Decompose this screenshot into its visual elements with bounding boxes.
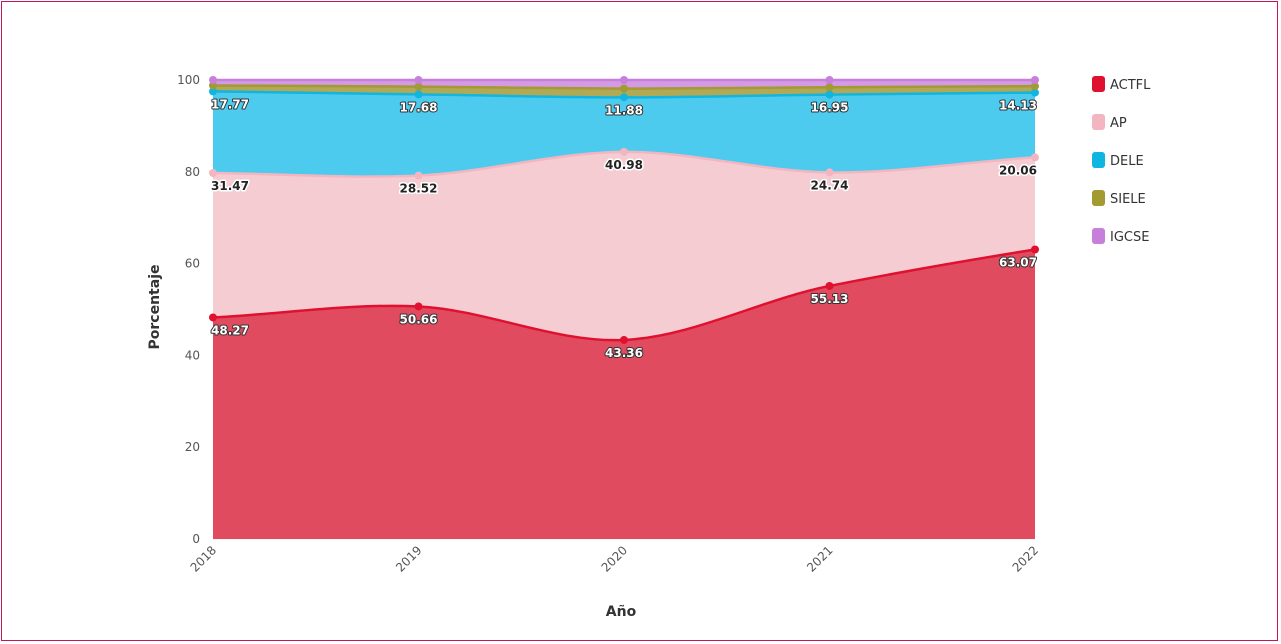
- data-label-ap: 28.52: [400, 182, 438, 196]
- legend-item-siele: SIELE: [1092, 190, 1146, 207]
- data-labels: 48.27 50.66 43.36 55.13 63.07 31.47 28.52 40.98…: [210, 96, 1039, 361]
- data-label-dele: 11.88: [605, 103, 643, 117]
- y-tick-label: 100: [177, 73, 200, 87]
- legend-item-igcse: IGCSE: [1092, 228, 1149, 245]
- point-ap: [825, 168, 834, 177]
- x-tick-label: 2021: [804, 543, 835, 574]
- data-label-ap: 24.74: [811, 178, 849, 192]
- legend-label: IGCSE: [1110, 230, 1149, 245]
- x-tick-label: 2022: [1010, 543, 1041, 574]
- data-label-actfl: 48.27: [211, 323, 249, 337]
- point-actfl: [825, 281, 834, 290]
- point-siele: [414, 82, 423, 91]
- point-igcse: [209, 76, 217, 84]
- y-axis-ticks: 0 20 40 60 80 100: [177, 73, 200, 546]
- point-dele: [414, 90, 423, 99]
- y-tick-label: 0: [192, 532, 200, 546]
- data-label-actfl: 50.66: [400, 312, 438, 326]
- series-areas: [213, 80, 1035, 539]
- legend-item-dele: DELE: [1092, 152, 1144, 169]
- data-label-dele: 17.77: [211, 97, 249, 111]
- data-label-dele: 17.68: [400, 100, 438, 114]
- legend-swatch: [1092, 190, 1105, 206]
- point-siele: [620, 84, 628, 93]
- legend-swatch: [1092, 228, 1105, 244]
- area-ap: [213, 151, 1035, 341]
- point-siele: [1031, 82, 1039, 91]
- point-dele: [1031, 88, 1039, 97]
- x-tick-label: 2018: [188, 543, 219, 574]
- point-igcse: [1031, 76, 1039, 84]
- point-dele: [209, 87, 217, 96]
- point-igcse: [825, 76, 834, 84]
- point-igcse: [414, 76, 423, 84]
- data-label-actfl: 63.07: [999, 256, 1037, 270]
- y-tick-label: 60: [185, 257, 200, 271]
- legend-item-actfl: ACTFL: [1092, 76, 1151, 93]
- point-actfl: [1031, 245, 1039, 254]
- data-label-actfl: 43.36: [605, 346, 643, 360]
- legend-swatch: [1092, 76, 1105, 92]
- legend-item-ap: AP: [1092, 114, 1127, 131]
- point-ap: [209, 168, 217, 177]
- legend-swatch: [1092, 114, 1105, 130]
- y-tick-label: 40: [185, 348, 200, 362]
- legend-label: ACTFL: [1110, 78, 1151, 93]
- data-label-actfl: 55.13: [811, 292, 849, 306]
- series-points: [209, 76, 1039, 344]
- legend-swatch: [1092, 152, 1105, 168]
- data-label-dele: 16.95: [811, 101, 849, 115]
- legend-label: DELE: [1110, 154, 1144, 169]
- data-label-dele: 14.13: [999, 99, 1037, 113]
- point-dele: [620, 93, 628, 102]
- point-actfl: [414, 302, 423, 311]
- x-tick-label: 2019: [393, 543, 424, 574]
- x-axis-ticks: 2018 2019 2020 2021 2022: [188, 543, 1041, 574]
- y-axis-title: Porcentaje: [147, 265, 163, 350]
- point-actfl: [620, 335, 628, 344]
- data-label-ap: 20.06: [999, 163, 1037, 177]
- x-axis-title: Año: [606, 604, 637, 620]
- point-dele: [825, 90, 834, 99]
- point-siele: [825, 83, 834, 92]
- point-igcse: [620, 76, 628, 84]
- y-tick-label: 20: [185, 440, 200, 454]
- point-ap: [1031, 153, 1039, 162]
- point-ap: [620, 147, 628, 156]
- x-tick-label: 2020: [599, 543, 630, 574]
- legend: ACTFL AP DELE SIELE IGCSE: [1092, 76, 1151, 245]
- area-actfl: [213, 249, 1035, 539]
- data-label-ap: 31.47: [211, 179, 249, 193]
- point-ap: [414, 171, 423, 180]
- y-tick-label: 80: [185, 165, 200, 179]
- point-actfl: [209, 313, 217, 322]
- area-dele: [213, 91, 1035, 177]
- legend-label: SIELE: [1110, 192, 1146, 207]
- legend-label: AP: [1110, 116, 1127, 131]
- data-label-ap: 40.98: [605, 158, 643, 172]
